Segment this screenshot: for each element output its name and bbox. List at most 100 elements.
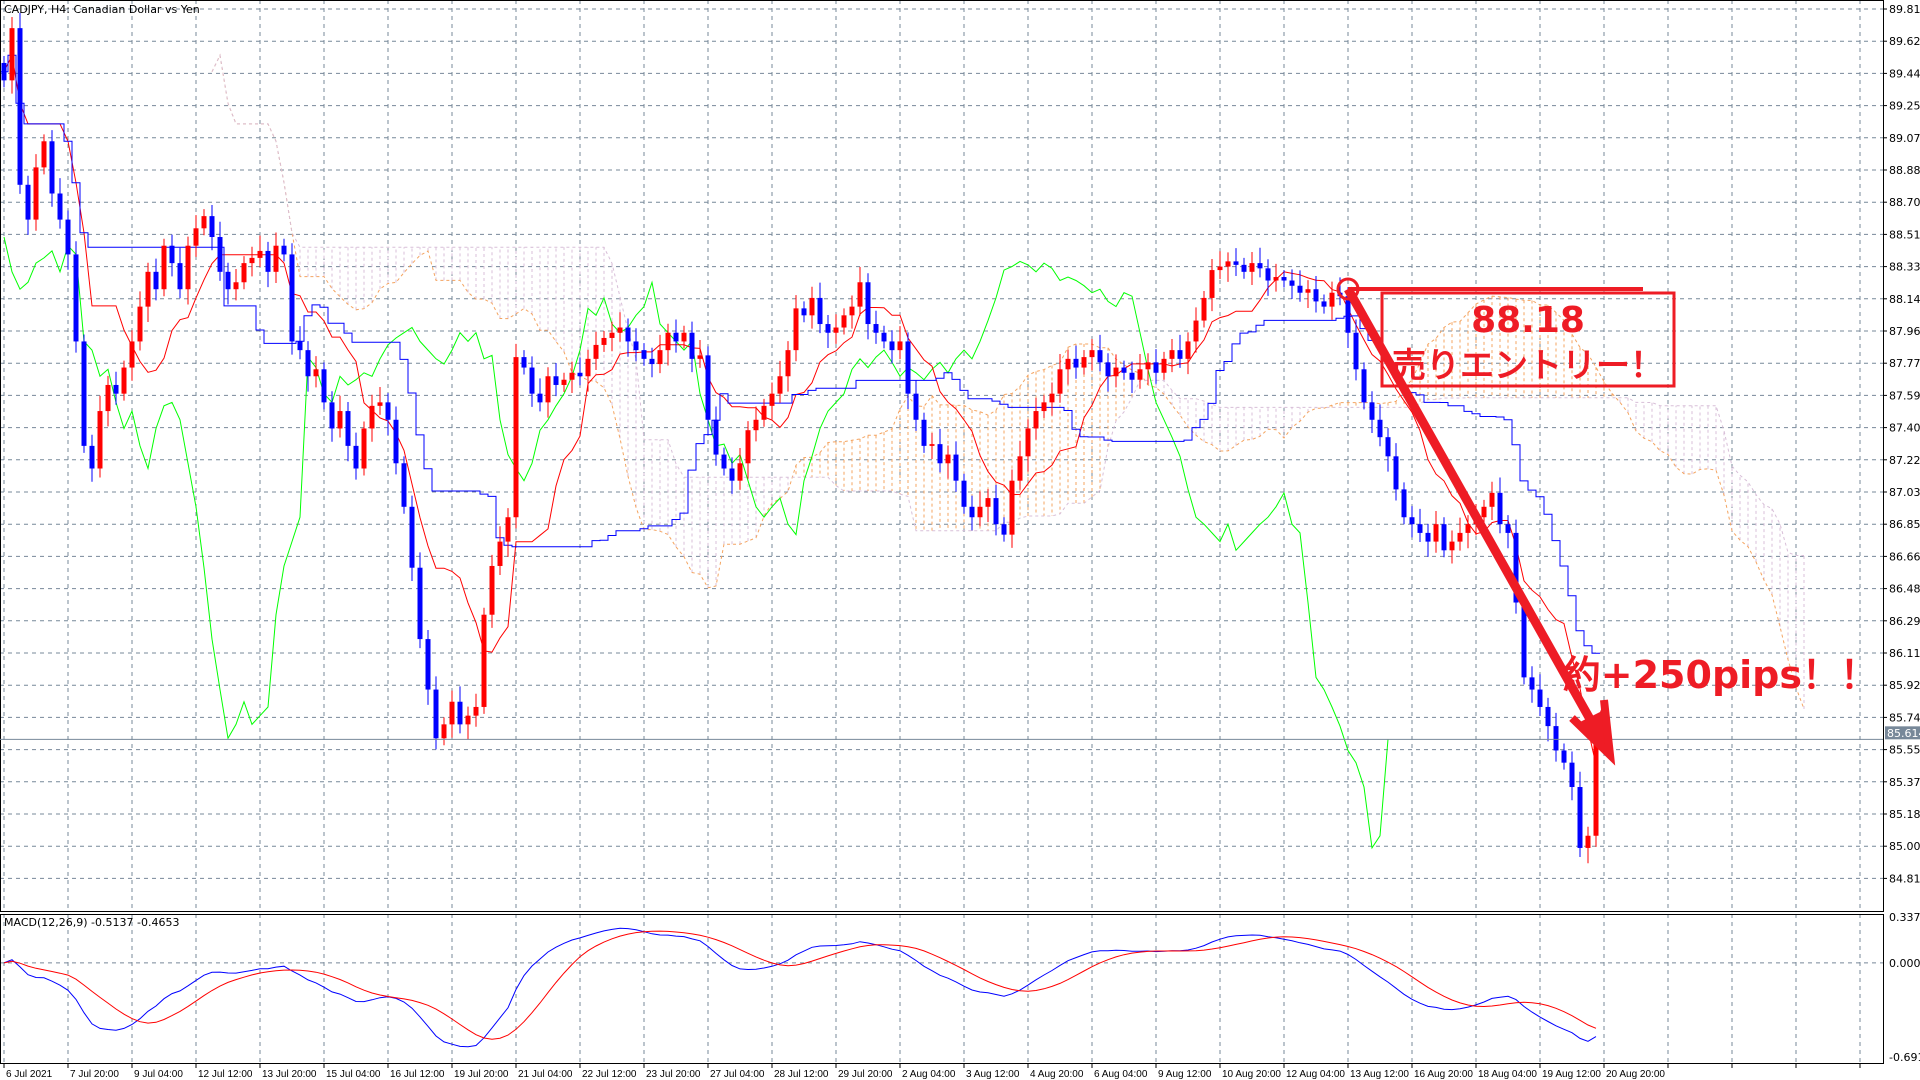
- candle: [1049, 382, 1055, 416]
- candle-body: [1545, 706, 1551, 727]
- candle-body: [1105, 362, 1111, 377]
- candle-body: [17, 28, 23, 185]
- candle: [1353, 319, 1359, 381]
- candle-body: [1041, 402, 1047, 412]
- candle-body: [1465, 524, 1471, 533]
- candle-body: [697, 355, 703, 359]
- candle-body: [465, 715, 471, 725]
- candle-body: [273, 245, 279, 272]
- candle: [1089, 339, 1095, 371]
- candle: [561, 372, 567, 392]
- price-tick-label: 85.000: [1889, 840, 1920, 853]
- candle: [137, 291, 143, 351]
- candle: [545, 367, 551, 418]
- candle: [113, 371, 119, 405]
- candle: [1321, 294, 1327, 314]
- candle-body: [521, 357, 527, 368]
- candle: [529, 356, 535, 407]
- time-tick-label: 15 Jul 04:00: [326, 1069, 381, 1080]
- candle: [681, 325, 687, 349]
- candle-body: [961, 480, 967, 507]
- candle-body: [393, 419, 399, 464]
- candle-body: [185, 245, 191, 290]
- candle-body: [577, 372, 583, 377]
- candle: [481, 607, 487, 714]
- candle-body: [169, 245, 175, 264]
- candle: [1489, 481, 1495, 521]
- candle-body: [1065, 358, 1071, 370]
- candle-body: [1409, 517, 1415, 525]
- time-tick-label: 20 Aug 20:00: [1606, 1069, 1665, 1080]
- candle: [97, 395, 103, 478]
- candle-body: [25, 184, 31, 220]
- candle: [617, 312, 623, 342]
- candle: [1193, 307, 1199, 353]
- candle-body: [1201, 297, 1207, 321]
- candle-body: [617, 327, 623, 333]
- candle-body: [609, 332, 615, 338]
- candle: [1009, 469, 1015, 548]
- candle: [537, 378, 543, 412]
- time-tick-label: 2 Aug 04:00: [902, 1069, 956, 1080]
- time-tick-label: 7 Jul 20:00: [70, 1069, 119, 1080]
- candle: [225, 262, 231, 305]
- candle: [697, 340, 703, 368]
- candle: [1177, 334, 1183, 368]
- candle: [1, 55, 7, 88]
- candle: [1153, 349, 1159, 384]
- candle: [737, 447, 743, 490]
- candle-body: [385, 402, 391, 420]
- candle: [1001, 517, 1007, 542]
- candle-body: [305, 350, 311, 377]
- macd-lines: [3, 927, 1597, 1048]
- candle: [1529, 666, 1535, 703]
- candle-body: [897, 341, 903, 351]
- candle: [1209, 258, 1215, 312]
- candle-body: [1401, 489, 1407, 518]
- candle: [1097, 334, 1103, 372]
- candle: [1241, 257, 1247, 279]
- candle-body: [601, 337, 607, 345]
- trend-arrow-line: [1344, 286, 1608, 747]
- candle: [809, 286, 815, 329]
- candle-body: [865, 282, 871, 325]
- candle-body: [1385, 437, 1391, 457]
- candle: [881, 325, 887, 349]
- candle: [793, 295, 799, 362]
- candle: [1449, 530, 1455, 564]
- candle-body: [1577, 787, 1583, 848]
- candle: [1505, 515, 1511, 549]
- candle: [865, 273, 871, 340]
- candle-body: [113, 384, 119, 394]
- candle: [985, 489, 991, 523]
- candle: [641, 343, 647, 366]
- candle-body: [849, 306, 855, 316]
- candle-body: [145, 271, 151, 307]
- candle-body: [1209, 270, 1215, 298]
- candle-body: [329, 402, 335, 429]
- price-tick-label: 89.255: [1889, 100, 1920, 113]
- candle: [473, 693, 479, 727]
- candle: [657, 334, 663, 374]
- price-tick-label: 86.295: [1889, 615, 1920, 628]
- candle: [1585, 826, 1591, 864]
- time-tick-label: 13 Aug 12:00: [1350, 1069, 1409, 1080]
- candle: [345, 402, 351, 462]
- candle: [73, 241, 79, 353]
- candle-body: [1289, 280, 1295, 286]
- candle-body: [905, 341, 911, 394]
- price-tick-label: 88.330: [1889, 261, 1920, 274]
- candle-body: [1225, 261, 1231, 267]
- candle: [1081, 350, 1087, 375]
- time-axis: 6 Jul 2021 7 Jul 20:00 9 Jul 04:00 12 Jul 1…: [3, 1063, 1861, 1080]
- candle-body: [1481, 506, 1487, 518]
- price-tick-label: 89.070: [1889, 132, 1920, 145]
- candle-body: [1585, 835, 1591, 848]
- candle-body: [841, 315, 847, 328]
- candle-body: [1073, 358, 1079, 368]
- candle-body: [985, 498, 991, 507]
- candle-body: [1361, 369, 1367, 403]
- candle-body: [745, 430, 751, 464]
- candle: [105, 375, 111, 427]
- candle-body: [1129, 372, 1135, 380]
